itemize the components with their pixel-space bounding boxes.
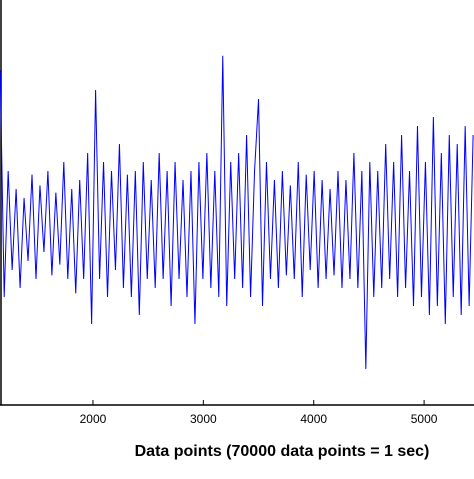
x-tick-label: 5000 — [411, 412, 438, 426]
x-tick-label: 2000 — [80, 412, 107, 426]
signal-line — [0, 55, 474, 370]
x-tick-label: 3000 — [190, 412, 217, 426]
x-axis-label: Data points (70000 data points = 1 sec) — [135, 443, 430, 460]
x-tick-label: 4000 — [300, 412, 327, 426]
